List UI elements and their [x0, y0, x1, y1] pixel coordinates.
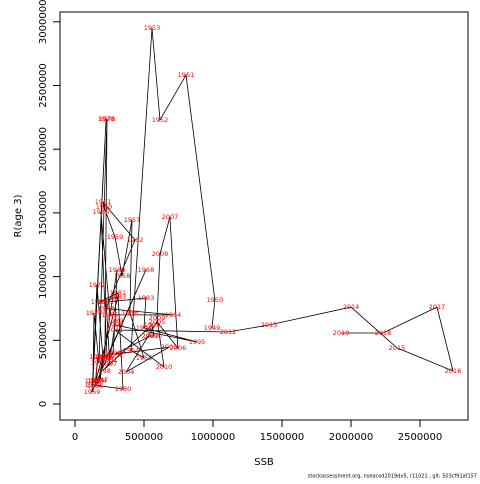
x-tick-label: 0 [72, 432, 78, 443]
point-label: 1970 [98, 115, 115, 123]
point-label: 1961 [95, 198, 112, 206]
point-label: 2009 [149, 314, 166, 322]
point-label: 1976 [99, 115, 116, 123]
point-label: 1959 [107, 233, 124, 241]
y-tick-label: 3000000 [38, 0, 49, 44]
point-label: 1994 [136, 324, 153, 332]
point-label: 1980 [115, 385, 132, 393]
point-label: 1955 [136, 354, 153, 362]
point-label: 2011 [107, 326, 124, 334]
x-tick-label: 500000 [125, 432, 163, 443]
point-label: 1952 [152, 116, 169, 124]
x-tick-label: 1000000 [191, 432, 236, 443]
y-tick-label: 1500000 [38, 191, 49, 236]
point-label: 1963 [98, 304, 115, 312]
point-label: 1956 [122, 309, 139, 317]
point-label: 2013 [261, 321, 278, 329]
point-label: 2015 [389, 344, 406, 352]
point-label: 1964 [165, 311, 182, 319]
point-label: 1992 [98, 298, 115, 306]
point-label: 1971 [85, 377, 102, 385]
point-label: 1951 [178, 71, 195, 79]
x-axis-label: SSB [254, 457, 274, 468]
trajectory-line [91, 28, 454, 393]
point-label: 1991 [101, 355, 118, 363]
point-label: 2001 [142, 332, 159, 340]
point-label: 1974 [90, 377, 107, 385]
y-tick-label: 2000000 [38, 127, 49, 172]
y-tick-label: 500000 [38, 321, 49, 359]
point-label: 1990 [105, 349, 122, 357]
point-label: 2002 [107, 350, 124, 358]
point-label: 1998 [94, 367, 111, 375]
point-label: 1989 [107, 317, 124, 325]
point-label: 1962 [127, 236, 144, 244]
point-label: 1949 [204, 324, 221, 332]
footer: stockassessment.org, nseacod2019dv5, r11… [308, 474, 477, 480]
point-label: 2017 [429, 303, 446, 311]
point-label: 1965 [102, 311, 119, 319]
point-label: 1968 [138, 266, 155, 274]
point-label: 1960 [96, 203, 113, 211]
point-label: 2008 [152, 250, 169, 258]
y-tick-label: 1000000 [38, 254, 49, 299]
point-label: 1966 [93, 208, 110, 216]
point-label: 2016 [445, 367, 462, 375]
point-label: 2010 [156, 363, 173, 371]
point-label: 1982 [91, 298, 108, 306]
point-label: 1985 [89, 353, 106, 361]
point-label: 1993 [138, 294, 155, 302]
point-label: 1978 [86, 309, 103, 317]
point-label: 2019 [333, 329, 350, 337]
point-label: 1972 [89, 281, 106, 289]
point-label: 2006 [170, 344, 187, 352]
point-label: 1995 [189, 338, 206, 346]
point-label: 1975 [97, 353, 114, 361]
point-label: 1977 [91, 359, 108, 367]
point-label: 1958 [114, 272, 131, 280]
point-label: 1981 [110, 289, 127, 297]
point-label: 2014 [343, 303, 360, 311]
point-label: 1997 [101, 360, 118, 368]
y-tick-label: 0 [38, 401, 49, 407]
point-label: 1967 [99, 353, 116, 361]
point-label: 2007 [162, 213, 179, 221]
point-label: 1979 [85, 381, 102, 389]
x-tick-label: 1500000 [260, 432, 305, 443]
point-label: 1969 [84, 388, 101, 396]
point-label: 1973 [95, 353, 112, 361]
point-label: 1986 [87, 382, 104, 390]
y-axis-label: R(age 3) [13, 194, 24, 237]
point-label: 1996 [107, 321, 124, 329]
point-label: 2003 [161, 343, 178, 351]
point-label: 1984 [87, 377, 104, 385]
point-label: 2012 [220, 328, 237, 336]
point-label: 1987 [92, 376, 109, 384]
y-tick-label: 2500000 [38, 63, 49, 108]
point-label: 2004 [118, 368, 135, 376]
x-tick-label: 2500000 [398, 432, 443, 443]
point-label: 2005 [149, 318, 166, 326]
point-label: 1988 [109, 266, 126, 274]
point-label: 2000 [146, 332, 163, 340]
point-label: 1953 [144, 24, 161, 32]
point-label: 2018 [375, 329, 392, 337]
point-label: 1950 [207, 296, 224, 304]
x-tick-label: 2000000 [329, 432, 374, 443]
point-label: 1954 [123, 346, 140, 354]
point-label: 1983 [110, 293, 127, 301]
plot-frame [59, 11, 469, 421]
point-label: 1999 [144, 321, 161, 329]
point-label: 1957 [124, 216, 141, 224]
